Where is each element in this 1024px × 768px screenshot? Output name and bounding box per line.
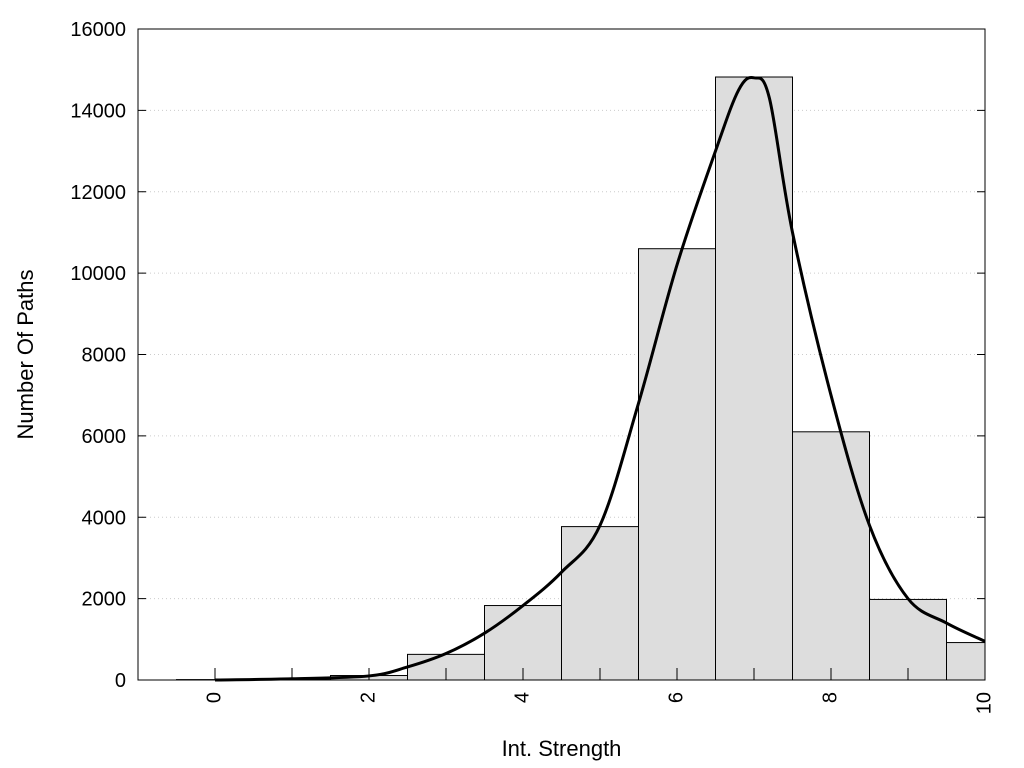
x-tick-label: 8 xyxy=(819,692,841,703)
y-tick-label: 16000 xyxy=(70,19,126,41)
y-tick-label: 14000 xyxy=(70,100,126,122)
x-tick-label: 10 xyxy=(973,692,995,714)
y-tick-label: 0 xyxy=(115,670,126,692)
y-tick-label: 8000 xyxy=(82,345,127,367)
density-curve-layer xyxy=(214,75,986,682)
y-tick-label: 6000 xyxy=(82,426,127,448)
histogram-bar xyxy=(946,642,986,681)
y-tick-label: 2000 xyxy=(82,589,127,611)
x-tick-labels: 0 2 4 6 8 10 xyxy=(203,692,995,714)
x-axis-title: Int. Strength xyxy=(502,736,622,761)
x-tick-label: 6 xyxy=(665,692,687,703)
y-axis-title: Number Of Paths xyxy=(13,270,38,440)
axis-ticks xyxy=(138,28,986,681)
histogram-bar xyxy=(792,431,870,681)
y-tick-label: 4000 xyxy=(82,507,127,529)
x-tick-label: 2 xyxy=(357,692,379,703)
histogram-bars xyxy=(176,76,986,681)
density-curve xyxy=(214,75,986,682)
y-tick-label: 10000 xyxy=(70,263,126,285)
x-tick-label: 0 xyxy=(203,692,225,703)
histogram-bar xyxy=(561,526,639,681)
histogram-bar xyxy=(638,248,716,681)
y-tick-label: 12000 xyxy=(70,182,126,204)
y-tick-labels: 0 2000 4000 6000 8000 10000 12000 14000 16000 xyxy=(70,19,126,692)
x-tick-label: 4 xyxy=(511,692,533,703)
histogram-bar xyxy=(869,598,947,681)
